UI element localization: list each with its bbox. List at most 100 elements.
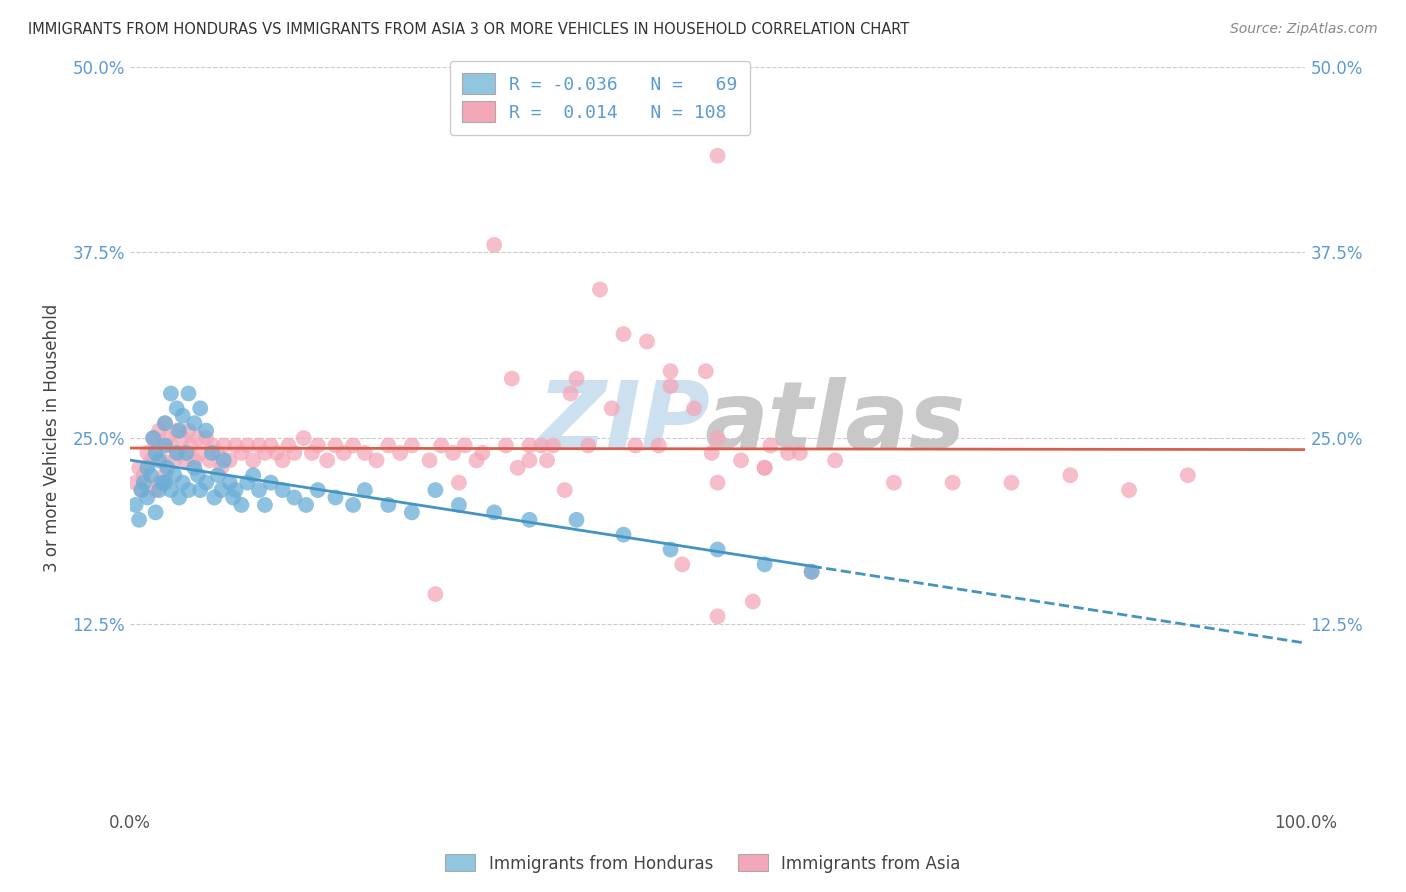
Text: IMMIGRANTS FROM HONDURAS VS IMMIGRANTS FROM ASIA 3 OR MORE VEHICLES IN HOUSEHOLD: IMMIGRANTS FROM HONDURAS VS IMMIGRANTS F… xyxy=(28,22,910,37)
Point xyxy=(612,327,634,342)
Point xyxy=(163,468,186,483)
Point xyxy=(600,401,623,416)
Point xyxy=(789,446,811,460)
Point xyxy=(187,431,209,445)
Point xyxy=(271,453,294,467)
Point xyxy=(441,446,464,460)
Point xyxy=(187,468,209,483)
Point xyxy=(800,565,823,579)
Point xyxy=(188,483,211,497)
Point xyxy=(145,438,167,452)
Point xyxy=(177,483,200,497)
Point xyxy=(207,468,229,483)
Point xyxy=(778,446,800,460)
Point xyxy=(209,483,232,497)
Point xyxy=(174,446,197,460)
Point xyxy=(148,483,170,497)
Text: ZIP: ZIP xyxy=(537,377,710,469)
Point xyxy=(124,475,146,490)
Point xyxy=(231,446,253,460)
Point xyxy=(292,431,315,445)
Point xyxy=(430,438,453,452)
Point xyxy=(212,438,235,452)
Point xyxy=(277,438,299,452)
Point xyxy=(454,438,477,452)
Point xyxy=(222,491,245,505)
Point xyxy=(218,453,240,467)
Point xyxy=(366,453,388,467)
Point xyxy=(447,475,470,490)
Point xyxy=(183,453,205,467)
Point xyxy=(128,460,150,475)
Point xyxy=(153,468,176,483)
Point xyxy=(730,453,752,467)
Point xyxy=(565,371,588,385)
Point xyxy=(145,446,167,460)
Legend: Immigrants from Honduras, Immigrants from Asia: Immigrants from Honduras, Immigrants fro… xyxy=(439,847,967,880)
Point xyxy=(353,446,375,460)
Point xyxy=(754,460,776,475)
Point xyxy=(152,453,174,467)
Point xyxy=(177,386,200,401)
Point xyxy=(648,438,671,452)
Text: atlas: atlas xyxy=(704,377,966,469)
Point xyxy=(201,446,224,460)
Point xyxy=(482,505,505,519)
Y-axis label: 3 or more Vehicles in Household: 3 or more Vehicles in Household xyxy=(44,304,60,572)
Point xyxy=(465,453,488,467)
Point xyxy=(180,438,202,452)
Point xyxy=(172,475,194,490)
Point xyxy=(824,453,846,467)
Point xyxy=(167,446,190,460)
Point xyxy=(253,446,276,460)
Point xyxy=(132,475,155,490)
Point xyxy=(425,587,447,601)
Point xyxy=(131,483,153,497)
Point xyxy=(236,438,259,452)
Point xyxy=(495,438,517,452)
Point xyxy=(325,438,347,452)
Point xyxy=(401,438,423,452)
Point xyxy=(942,475,965,490)
Point xyxy=(202,491,225,505)
Point xyxy=(506,460,529,475)
Point xyxy=(160,483,183,497)
Point xyxy=(266,446,288,460)
Point xyxy=(447,498,470,512)
Point xyxy=(153,438,176,452)
Point xyxy=(198,453,221,467)
Point xyxy=(706,149,728,163)
Point xyxy=(482,238,505,252)
Point xyxy=(636,334,658,349)
Point xyxy=(142,431,165,445)
Point xyxy=(225,438,247,452)
Point xyxy=(183,416,205,430)
Point xyxy=(132,468,155,483)
Point xyxy=(231,498,253,512)
Point xyxy=(501,371,523,385)
Point xyxy=(124,498,146,512)
Point xyxy=(541,438,564,452)
Point xyxy=(883,475,905,490)
Point xyxy=(754,558,776,572)
Point xyxy=(659,379,682,393)
Point xyxy=(554,483,576,497)
Point xyxy=(153,416,176,430)
Point xyxy=(172,431,194,445)
Point xyxy=(759,438,782,452)
Point xyxy=(1059,468,1081,483)
Point xyxy=(260,475,283,490)
Legend: R = -0.036   N =   69, R =  0.014   N = 108: R = -0.036 N = 69, R = 0.014 N = 108 xyxy=(450,61,751,135)
Point xyxy=(353,483,375,497)
Point xyxy=(1118,483,1140,497)
Point xyxy=(174,453,197,467)
Point xyxy=(145,505,167,519)
Point xyxy=(163,453,186,467)
Point xyxy=(560,386,582,401)
Point xyxy=(136,446,159,460)
Point xyxy=(706,431,728,445)
Point xyxy=(139,468,162,483)
Point xyxy=(253,498,276,512)
Point xyxy=(160,438,183,452)
Point xyxy=(519,453,541,467)
